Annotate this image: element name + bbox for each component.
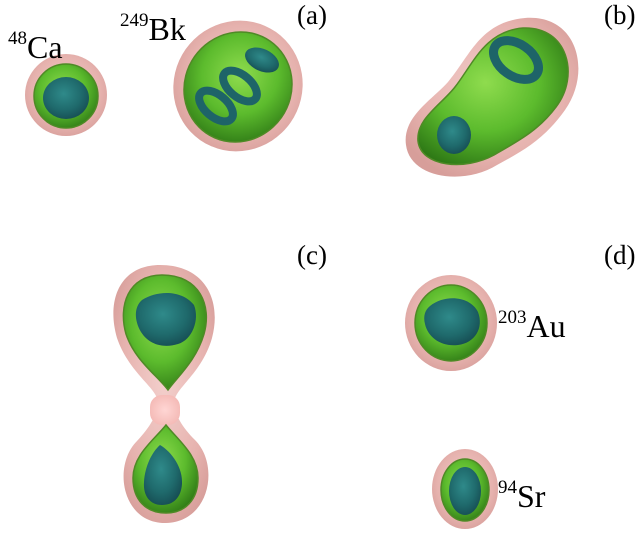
bk249-core-ring: [195, 86, 237, 126]
sr94-symbol: Sr: [517, 478, 546, 514]
bk249-symbol: Bk: [148, 11, 186, 47]
panel-c-upper-core: [135, 293, 197, 346]
panel-c-scission-system: [113, 265, 215, 524]
sr94-mass-number: 94: [498, 477, 517, 498]
ca48-mass-number: 48: [8, 28, 27, 49]
ca48-core: [43, 77, 89, 119]
au203-nucleus: [405, 275, 497, 371]
ca48-nucleus: [25, 54, 107, 136]
panel-b-core-lobe: [437, 116, 471, 154]
panel-b-label: (b): [604, 0, 636, 30]
sr94-label: 94Sr: [498, 477, 546, 514]
sr94-core: [449, 467, 481, 515]
au203-core: [424, 298, 480, 346]
au203-symbol: Au: [526, 308, 566, 344]
panel-c-lower-core: [143, 445, 183, 505]
panel-c-label: (c): [297, 240, 327, 270]
panel-d-label: (d): [604, 240, 636, 270]
ca48-label: 48Ca: [8, 28, 63, 65]
bk249-label: 249Bk: [120, 10, 186, 47]
bk249-core-lobe: [245, 47, 279, 73]
bk249-nucleus: [173, 20, 303, 152]
bk249-core-ring: [219, 66, 261, 106]
au203-mass-number: 203: [498, 307, 527, 328]
au203-label: 203Au: [498, 307, 566, 344]
panel-b-compound-system: [405, 17, 579, 177]
bk249-mass-number: 249: [120, 10, 149, 31]
panel-c-neck: [150, 395, 180, 425]
panel-b-core-ring: [489, 36, 543, 84]
ca48-symbol: Ca: [27, 29, 63, 65]
panel-a-label: (a): [297, 0, 327, 30]
sr94-nucleus: [432, 449, 498, 529]
